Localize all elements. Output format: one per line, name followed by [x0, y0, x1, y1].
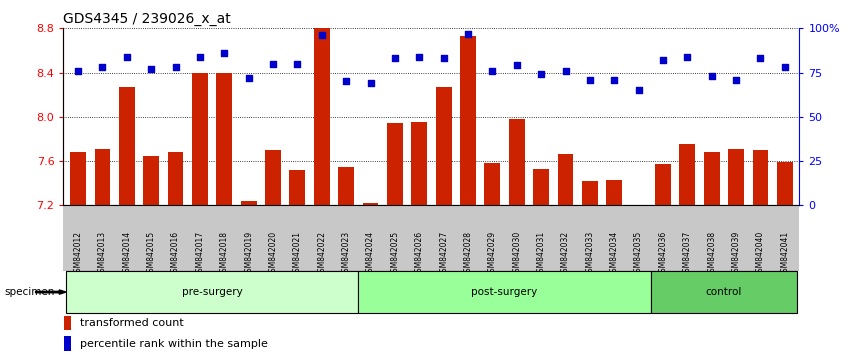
- Bar: [655, 164, 671, 205]
- Bar: [70, 152, 86, 205]
- Point: [315, 33, 328, 38]
- Point: [778, 64, 792, 70]
- Bar: [64, 316, 71, 330]
- Point: [193, 54, 206, 59]
- Text: percentile rank within the sample: percentile rank within the sample: [80, 339, 267, 349]
- Text: specimen: specimen: [4, 287, 55, 297]
- Point: [266, 61, 280, 67]
- Bar: [558, 154, 574, 205]
- Text: pre-surgery: pre-surgery: [182, 287, 243, 297]
- Point: [291, 61, 305, 67]
- Bar: [651, 271, 797, 313]
- Bar: [777, 162, 793, 205]
- Point: [71, 68, 85, 74]
- Bar: [338, 167, 354, 205]
- Bar: [143, 155, 159, 205]
- Point: [729, 77, 743, 82]
- Bar: [192, 73, 208, 205]
- Bar: [485, 163, 500, 205]
- Bar: [168, 152, 184, 205]
- Point: [486, 68, 499, 74]
- Point: [632, 87, 645, 93]
- Text: GDS4345 / 239026_x_at: GDS4345 / 239026_x_at: [63, 12, 231, 26]
- Bar: [289, 170, 305, 205]
- Text: control: control: [706, 287, 742, 297]
- Bar: [508, 119, 525, 205]
- Point: [364, 80, 377, 86]
- Point: [583, 77, 596, 82]
- Point: [388, 56, 402, 61]
- Bar: [728, 149, 744, 205]
- Bar: [314, 28, 330, 205]
- Point: [120, 54, 134, 59]
- Point: [510, 63, 524, 68]
- Point: [145, 66, 158, 72]
- Bar: [460, 36, 476, 205]
- Bar: [359, 271, 651, 313]
- Point: [242, 75, 255, 81]
- Point: [535, 72, 548, 77]
- Point: [558, 68, 572, 74]
- Point: [754, 56, 767, 61]
- Point: [169, 64, 183, 70]
- Bar: [66, 271, 359, 313]
- Bar: [533, 169, 549, 205]
- Bar: [704, 152, 720, 205]
- Point: [413, 54, 426, 59]
- Bar: [411, 122, 427, 205]
- Bar: [436, 87, 452, 205]
- Bar: [753, 150, 768, 205]
- Point: [607, 77, 621, 82]
- Point: [96, 64, 109, 70]
- Bar: [607, 180, 622, 205]
- Text: transformed count: transformed count: [80, 319, 184, 329]
- Point: [656, 57, 670, 63]
- Bar: [217, 73, 232, 205]
- Bar: [119, 87, 135, 205]
- Point: [680, 54, 694, 59]
- Bar: [95, 149, 110, 205]
- Bar: [64, 337, 71, 351]
- Point: [461, 31, 475, 36]
- Bar: [265, 150, 281, 205]
- Bar: [387, 124, 403, 205]
- Point: [705, 73, 718, 79]
- Point: [339, 79, 353, 84]
- Bar: [679, 144, 695, 205]
- Text: post-surgery: post-surgery: [471, 287, 538, 297]
- Bar: [582, 181, 598, 205]
- Bar: [363, 203, 378, 205]
- Point: [437, 56, 450, 61]
- Point: [217, 50, 231, 56]
- Bar: [241, 201, 256, 205]
